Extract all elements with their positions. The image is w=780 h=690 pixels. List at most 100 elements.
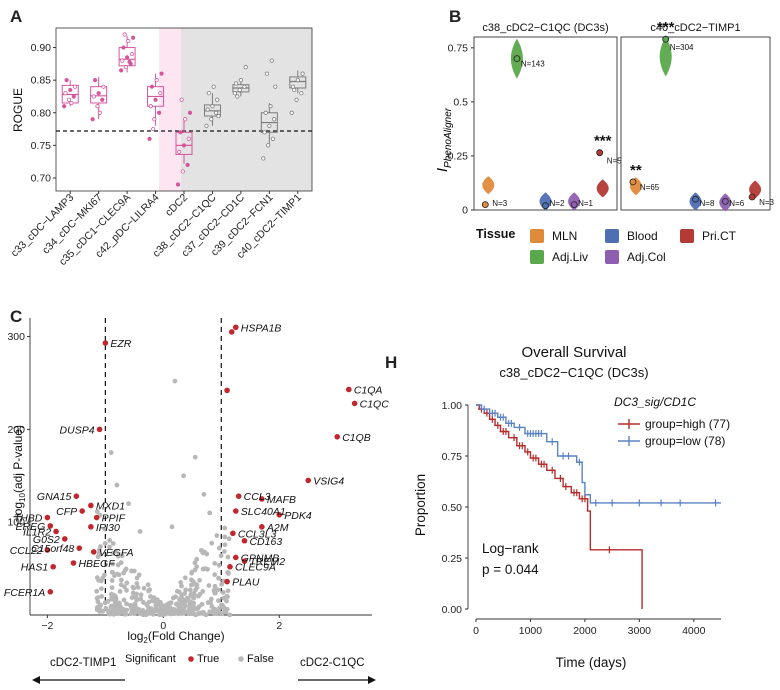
box-point (232, 91, 237, 96)
box-point (233, 81, 239, 86)
volcano-ns-point (100, 575, 106, 581)
volcano-ns-point (112, 573, 117, 579)
volcano-ns-point (222, 542, 228, 548)
volcano-ns-point (181, 473, 187, 479)
box-point (205, 107, 210, 112)
box-point (177, 149, 182, 154)
volcano-ns-point (147, 587, 153, 593)
volcano-ns-point (118, 560, 124, 566)
survival-subtitle: c38_cDC2−C1QC (DC3s) (499, 365, 648, 380)
volcano-ns-point (117, 589, 123, 594)
volcano-ns-point (129, 595, 135, 600)
volcano-ns-point (196, 604, 202, 609)
panel-a: A ROGUE 0.70 0.75 0.80 0.85 0.90 c33_cDC−LAM… (9, 7, 313, 268)
gene-label: C1QB (342, 432, 371, 444)
volcano-ns-point (114, 482, 120, 488)
panel-a-ytick-label: 0.70 (31, 172, 52, 184)
box-point (261, 156, 266, 161)
panel-b: B IPhenoAligner 0 0.25 0.5 0.75 c38_cDC2−C1… (434, 7, 775, 264)
survival-xtick-label: 1000 (519, 625, 543, 637)
volcano-ns-point (212, 583, 218, 589)
box-point (264, 71, 270, 76)
volcano-ns-point (124, 580, 130, 586)
box-point (100, 97, 105, 102)
survival-legend-title: DC3_sig/CD1C (614, 395, 696, 409)
volcano-gene-labels: HSPA1B C1QA C1QC C1QB VSIG4 CCL3MAFBSLC40A1PD… (4, 322, 389, 599)
box-point (185, 162, 190, 168)
survival-legend-high: group=high (77) (645, 417, 730, 431)
violin-median-point (513, 55, 521, 63)
volcano-xlabel-sub: 2 (143, 636, 148, 645)
volcano-sig-point (79, 508, 85, 514)
volcano-ns-point (141, 600, 146, 605)
box-point (292, 87, 297, 93)
panel-b-yticks: 0 0.25 0.5 0.75 (448, 42, 474, 217)
box-point (235, 94, 240, 99)
violin-median-point (721, 197, 729, 205)
survival-ytick-label: 1.00 (442, 400, 463, 412)
volcano-ns-point (216, 575, 222, 581)
volcano-ns-point (185, 595, 191, 601)
box-point (263, 110, 268, 115)
volcano-ns-point (222, 525, 228, 531)
gene-label: PLAU (232, 577, 260, 589)
box-point (215, 97, 220, 102)
volcano-ns-point (180, 597, 186, 603)
box-point (152, 117, 157, 122)
box-point (181, 143, 187, 148)
volcano-ns-point (192, 454, 198, 460)
panel-a-ytick-label: 0.90 (31, 42, 52, 54)
box-point (64, 78, 69, 83)
volcano-sig-point (70, 560, 77, 566)
box-point (129, 51, 135, 57)
gene-label: GNA15 (37, 491, 72, 503)
volcano-ns-point (148, 594, 153, 599)
box-7 (260, 58, 278, 161)
volcano-ns-point (206, 583, 212, 588)
box-point (159, 71, 164, 76)
volcano-ns-point (129, 568, 134, 574)
violin-n-label: N=8 (700, 199, 715, 208)
volcano-sig-point (73, 493, 80, 500)
volcano-sig-point (224, 578, 230, 585)
volcano-ns-point (140, 607, 146, 613)
panel-c-letter: C (10, 307, 22, 326)
survival-ytick-label: 0.50 (442, 502, 463, 514)
box-point (95, 104, 100, 109)
violin-n-label: N=65 (640, 183, 660, 192)
box-point (90, 117, 95, 122)
survival-ytick-label: 0.00 (442, 604, 463, 616)
violin-mln (482, 176, 495, 195)
volcano-sig-point (334, 434, 341, 440)
volcano-ytick-label: 100 (7, 517, 25, 529)
panel-a-yticks: 0.70 0.75 0.80 0.85 0.90 (31, 42, 56, 184)
panel-a-boxes (61, 32, 307, 187)
volcano-ns-point (153, 602, 159, 608)
box-body (175, 131, 193, 155)
panel-b-ytick-label: 0.5 (453, 96, 468, 108)
volcano-ns-point (109, 585, 115, 591)
volcano-ns-point (121, 597, 127, 603)
volcano-ns-point (123, 566, 129, 572)
panel-a-ytick-label: 0.85 (31, 75, 52, 87)
volcano-ns-point (111, 610, 117, 616)
violin-n-label: N=304 (670, 43, 694, 52)
violin-n-label: N=54 (607, 157, 627, 166)
facet-title: c40_cDC2−TIMP1 (650, 22, 740, 34)
volcano-sig-point (102, 340, 109, 346)
volcano-ns-point (196, 593, 201, 599)
survival-xtick-label: 3000 (628, 625, 652, 637)
volcano-ns-point (110, 541, 116, 546)
volcano-ns-point (196, 610, 202, 616)
panel-b-letter: B (449, 7, 461, 26)
survival-series-high (476, 404, 643, 609)
volcano-ns-point (200, 589, 206, 594)
volcano-ns-point (181, 605, 187, 611)
volcano-ns-point (221, 549, 227, 554)
volcano-ns-point (147, 608, 153, 614)
volcano-ns-point (110, 550, 116, 556)
violin-n-label: N=3 (492, 199, 507, 208)
box-point (125, 55, 130, 60)
volcano-ns-point (225, 570, 230, 575)
gene-label: G0S2 (33, 534, 60, 546)
